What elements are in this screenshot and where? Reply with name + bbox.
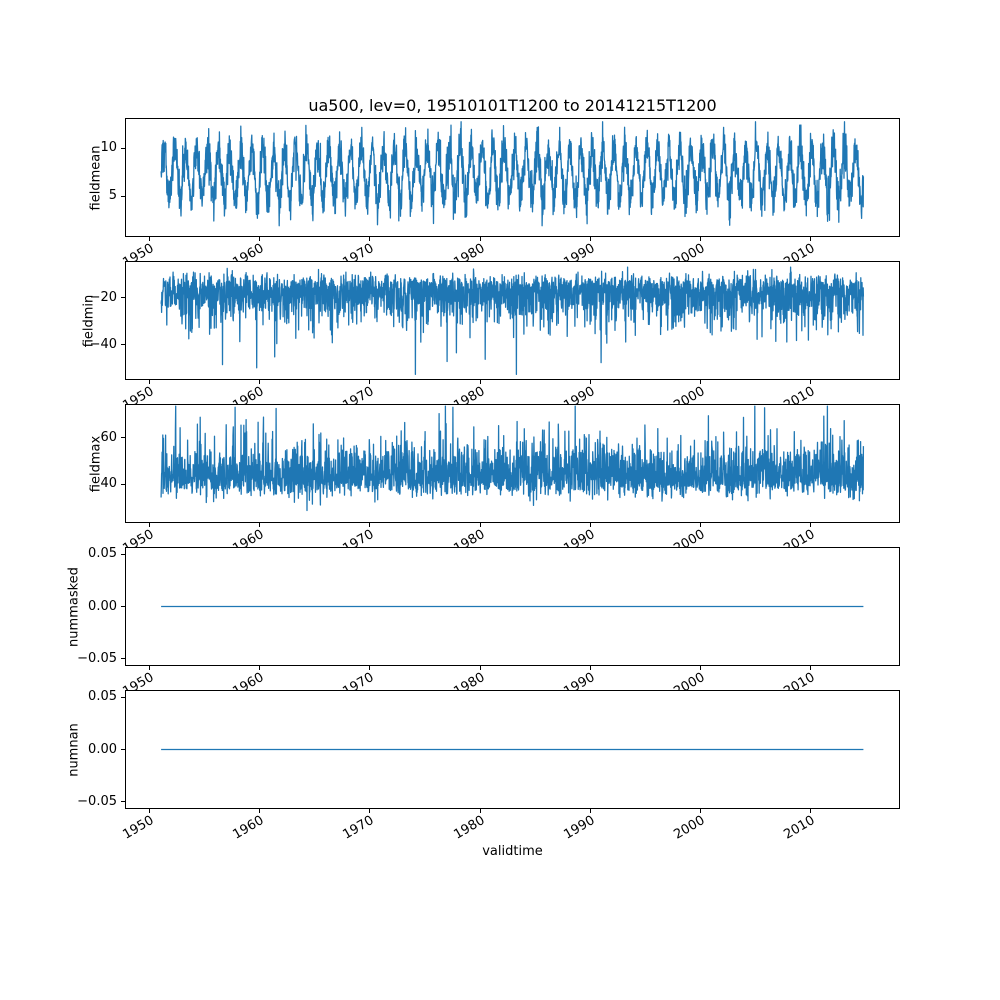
x-tick-fieldmin-1980 bbox=[479, 380, 481, 384]
x-tick-numnan-1950 bbox=[149, 809, 151, 813]
y-tick-label-fieldmean-5: 5 bbox=[108, 188, 117, 204]
axes-box-numnan bbox=[125, 690, 900, 809]
x-tick-fieldmax-2000 bbox=[699, 523, 701, 527]
axes-box-nummasked bbox=[125, 547, 900, 666]
series-line-fieldmin bbox=[160, 266, 865, 376]
series-line-fieldmean bbox=[160, 121, 865, 227]
y-tick-numnan-0.05 bbox=[121, 696, 125, 698]
y-tick-numnan-0.00 bbox=[121, 749, 125, 750]
y-tick-fieldmin-−20 bbox=[121, 297, 125, 299]
x-tick-numnan-1990 bbox=[589, 809, 591, 813]
y-tick-label-nummasked-0.00: 0.00 bbox=[88, 598, 117, 614]
axes-box-fieldmean bbox=[125, 118, 900, 237]
x-tick-fieldmean-1980 bbox=[479, 237, 481, 241]
x-tick-fieldmean-2000 bbox=[699, 237, 701, 241]
x-tick-fieldmean-1990 bbox=[589, 237, 591, 241]
y-tick-label-numnan-−0.05: −0.05 bbox=[77, 793, 117, 809]
y-axis-label-fieldmax: fieldmax bbox=[88, 435, 104, 492]
x-tick-fieldmax-1980 bbox=[479, 523, 481, 527]
x-tick-numnan-1960 bbox=[259, 809, 261, 813]
x-tick-nummasked-1980 bbox=[479, 666, 481, 670]
y-tick-fieldmax-40 bbox=[121, 483, 125, 485]
series-plot-fieldmax bbox=[160, 405, 865, 512]
x-tick-fieldmin-1950 bbox=[149, 380, 151, 384]
y-axis-label-fieldmean: fieldmean bbox=[88, 145, 104, 210]
y-axis-label-fieldmin: fieldmin bbox=[81, 294, 96, 347]
x-tick-numnan-1970 bbox=[369, 809, 371, 813]
y-axis-label-nummasked: nummasked bbox=[66, 566, 81, 647]
y-tick-label-fieldmax-60: 60 bbox=[100, 429, 117, 445]
y-tick-label-numnan-0.05: 0.05 bbox=[88, 689, 117, 705]
x-tick-fieldmax-1990 bbox=[589, 523, 591, 527]
x-tick-nummasked-1950 bbox=[149, 666, 151, 670]
x-tick-nummasked-1960 bbox=[259, 666, 261, 670]
x-tick-fieldmax-1960 bbox=[259, 523, 261, 527]
series-line-fieldmax bbox=[160, 405, 865, 512]
subplot-nummasked: −0.05 0.00 0.05 nummasked 1950 1960 1970 1980 19… bbox=[0, 546, 1000, 712]
y-tick-fieldmean-10 bbox=[121, 147, 125, 149]
series-plot-numnan bbox=[160, 748, 864, 751]
y-tick-label-fieldmean-10: 10 bbox=[100, 140, 117, 156]
subplot-numnan: −0.05 0.00 0.05 numnan 1950 1960 1970 1980 1990 2… bbox=[0, 689, 1000, 855]
x-tick-fieldmin-1970 bbox=[369, 380, 371, 384]
x-tick-fieldmax-2010 bbox=[809, 523, 811, 527]
axes-box-fieldmin bbox=[125, 261, 900, 380]
y-tick-label-fieldmin-−40: −40 bbox=[89, 336, 117, 352]
subplot-fieldmin: −40 −20 fieldmin 1950 1960 1970 1980 1990 2000 20… bbox=[0, 261, 1000, 426]
x-tick-fieldmean-1950 bbox=[149, 237, 151, 241]
figure-title: ua500, lev=0, 19510101T1200 to 20141215T… bbox=[308, 96, 717, 115]
x-tick-numnan-1980 bbox=[479, 809, 481, 813]
y-tick-label-fieldmin-−20: −20 bbox=[89, 289, 117, 305]
x-axis-label: validtime bbox=[482, 844, 543, 859]
x-tick-fieldmean-1960 bbox=[259, 237, 261, 241]
x-tick-fieldmin-1990 bbox=[589, 380, 591, 384]
y-tick-nummasked-−0.05 bbox=[121, 658, 125, 660]
series-plot-nummasked bbox=[160, 605, 864, 608]
subplot-fieldmean: 5 10 fieldmean 1950 1960 1970 1980 1990 2000 2010 bbox=[0, 118, 1000, 283]
y-tick-fieldmax-60 bbox=[121, 437, 125, 439]
x-tick-fieldmean-2010 bbox=[809, 237, 811, 241]
y-tick-fieldmean-5 bbox=[121, 195, 125, 197]
axes-box-fieldmax bbox=[125, 404, 900, 523]
x-tick-fieldmean-1970 bbox=[369, 237, 371, 241]
x-tick-nummasked-2010 bbox=[809, 666, 811, 670]
y-axis-label-numnan: numnan bbox=[66, 722, 81, 777]
x-tick-fieldmin-1960 bbox=[259, 380, 261, 384]
y-tick-nummasked-0.00 bbox=[121, 606, 125, 607]
x-tick-nummasked-2000 bbox=[699, 666, 701, 670]
x-tick-nummasked-1970 bbox=[369, 666, 371, 670]
x-tick-numnan-2010 bbox=[809, 809, 811, 813]
y-tick-label-nummasked-0.05: 0.05 bbox=[88, 546, 117, 562]
x-tick-numnan-2000 bbox=[699, 809, 701, 813]
y-tick-label-nummasked-−0.05: −0.05 bbox=[77, 650, 117, 666]
y-tick-fieldmin-−40 bbox=[121, 344, 125, 346]
series-plot-fieldmean bbox=[160, 121, 865, 227]
y-tick-label-fieldmax-40: 40 bbox=[100, 476, 117, 492]
x-tick-fieldmax-1950 bbox=[149, 523, 151, 527]
series-plot-fieldmin bbox=[160, 266, 865, 376]
y-tick-label-numnan-0.00: 0.00 bbox=[88, 741, 117, 757]
x-tick-fieldmin-2010 bbox=[809, 380, 811, 384]
y-tick-numnan-−0.05 bbox=[121, 801, 125, 803]
x-tick-fieldmax-1970 bbox=[369, 523, 371, 527]
subplot-fieldmax: 40 60 fieldmax 1950 1960 1970 1980 1990 2000 2010 bbox=[0, 404, 1000, 569]
y-tick-nummasked-0.05 bbox=[121, 553, 125, 555]
x-tick-fieldmin-2000 bbox=[699, 380, 701, 384]
x-tick-nummasked-1990 bbox=[589, 666, 591, 670]
